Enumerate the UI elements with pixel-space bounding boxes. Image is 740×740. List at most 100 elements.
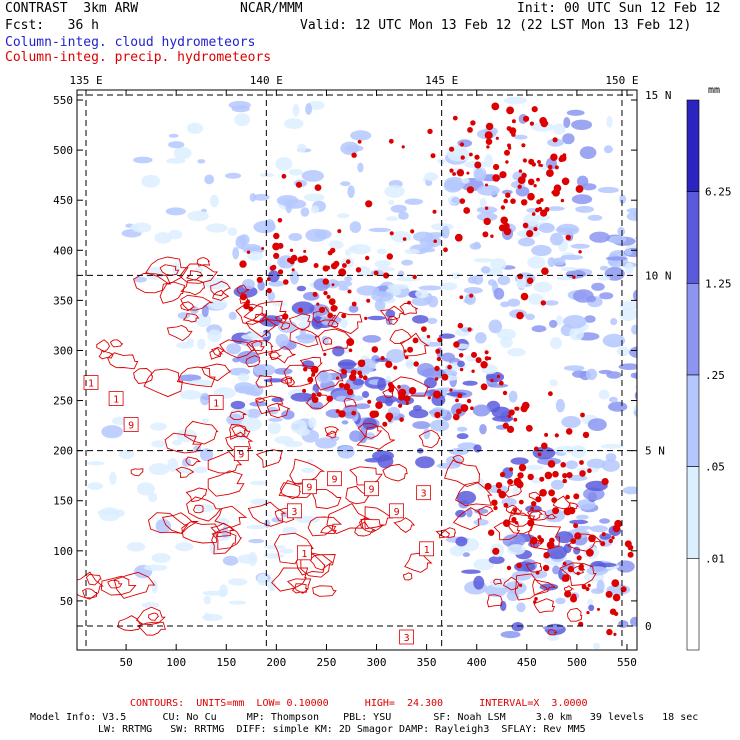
x-tick-label: 500 xyxy=(567,656,587,669)
precip-dot xyxy=(517,176,526,185)
cloud-patch xyxy=(569,326,584,341)
precip-dot xyxy=(554,433,559,438)
precip-dot xyxy=(527,192,535,201)
precip-contour xyxy=(113,571,156,599)
cloud-patch xyxy=(604,266,625,281)
cloud-patch xyxy=(237,373,250,382)
precip-dot xyxy=(611,579,620,587)
precip-dot xyxy=(246,250,251,254)
cloud-patch xyxy=(232,357,241,363)
cloud-patch xyxy=(547,634,559,641)
footer-model-info-2: LW: RRTMG SW: RRTMG DIFF: simple KM: 2D … xyxy=(98,724,586,735)
precip-contour xyxy=(192,504,204,514)
precip-dot xyxy=(427,396,431,400)
plot-frame xyxy=(76,89,638,651)
precip-dot xyxy=(544,432,549,437)
cloud-patch xyxy=(657,647,674,652)
precip-dot xyxy=(543,552,550,559)
precip-dot xyxy=(493,163,500,171)
precip-contour xyxy=(567,607,583,622)
cloud-patch xyxy=(640,164,655,177)
precip-dot xyxy=(526,230,534,238)
cloud-patch xyxy=(412,315,429,324)
cloud-patch xyxy=(462,552,470,557)
precip-dot xyxy=(521,199,528,206)
cloud-patch xyxy=(203,595,211,605)
cloud-patch xyxy=(644,178,664,186)
precip-dot xyxy=(585,587,590,591)
precip-dot xyxy=(552,507,560,515)
cloud-patch xyxy=(451,197,461,204)
cloud-patch xyxy=(241,279,255,290)
precip-dot xyxy=(343,383,351,391)
cloud-patch xyxy=(497,275,511,286)
precip-dot xyxy=(536,177,540,182)
precip-contour xyxy=(135,606,166,625)
precip-dot xyxy=(471,351,477,358)
precip-dot xyxy=(539,489,547,497)
precip-contour xyxy=(280,376,293,384)
precip-dot xyxy=(519,583,523,588)
precip-contour xyxy=(307,516,343,537)
cloud-patch xyxy=(308,417,317,429)
precip-dot xyxy=(581,584,587,590)
cloud-patch xyxy=(384,185,405,198)
cloud-patch xyxy=(467,276,478,284)
cloud-patch xyxy=(566,109,585,116)
precip-dot xyxy=(311,372,316,377)
precip-dot xyxy=(538,206,543,212)
precip-dot xyxy=(514,521,519,525)
cloud-patch xyxy=(473,167,485,182)
cloud-patch xyxy=(240,417,262,432)
precip-dot xyxy=(485,133,490,138)
cloud-patch xyxy=(155,519,172,533)
precip-dot xyxy=(531,212,536,216)
precip-dot xyxy=(398,388,407,397)
precip-dot xyxy=(281,173,287,179)
precip-dot xyxy=(380,356,385,361)
precip-dot xyxy=(403,349,407,353)
precip-contour xyxy=(96,339,111,353)
precip-dot xyxy=(397,385,401,389)
cloud-patch xyxy=(589,231,610,243)
cloud-patch xyxy=(362,335,382,343)
cloud-patch xyxy=(246,524,267,530)
precip-dot xyxy=(433,390,441,399)
cloud-patch xyxy=(565,460,578,470)
cloud-patch xyxy=(569,519,588,525)
precip-contour xyxy=(438,527,456,538)
precip-dot xyxy=(283,279,289,285)
precip-dot xyxy=(323,352,327,356)
cloud-patch xyxy=(542,625,564,630)
cloud-patch xyxy=(227,227,238,236)
cloud-patch xyxy=(597,276,611,281)
precip-dot xyxy=(407,346,414,353)
precip-contour xyxy=(493,578,502,585)
precip-dot xyxy=(303,249,307,253)
precip-dot xyxy=(565,428,573,435)
cloud-patch xyxy=(617,620,629,628)
colorbar-level-label: 6.25 xyxy=(705,186,732,199)
precip-dot xyxy=(534,597,538,601)
precip-dot xyxy=(337,229,342,234)
cloud-patch xyxy=(340,181,351,187)
cloud-patch xyxy=(440,282,458,291)
precip-dot xyxy=(427,128,433,135)
cloud-patch xyxy=(231,105,250,113)
cloud-patch xyxy=(234,113,250,127)
precip-dot xyxy=(338,268,347,277)
cloud-patch xyxy=(449,545,465,557)
cloud-patch xyxy=(168,229,183,240)
cloud-patch xyxy=(385,309,396,318)
cloud-patch xyxy=(193,466,208,474)
cloud-patch xyxy=(151,553,171,563)
cloud-patch xyxy=(344,248,352,256)
cloud-patch xyxy=(599,265,609,271)
contour-label-box xyxy=(389,503,405,519)
cloud-patch xyxy=(230,400,246,410)
cloud-patch xyxy=(341,420,349,425)
cloud-patch xyxy=(476,212,498,222)
precip-contour xyxy=(503,576,520,591)
cloud-patch xyxy=(249,401,268,407)
precip-contour xyxy=(284,378,295,386)
